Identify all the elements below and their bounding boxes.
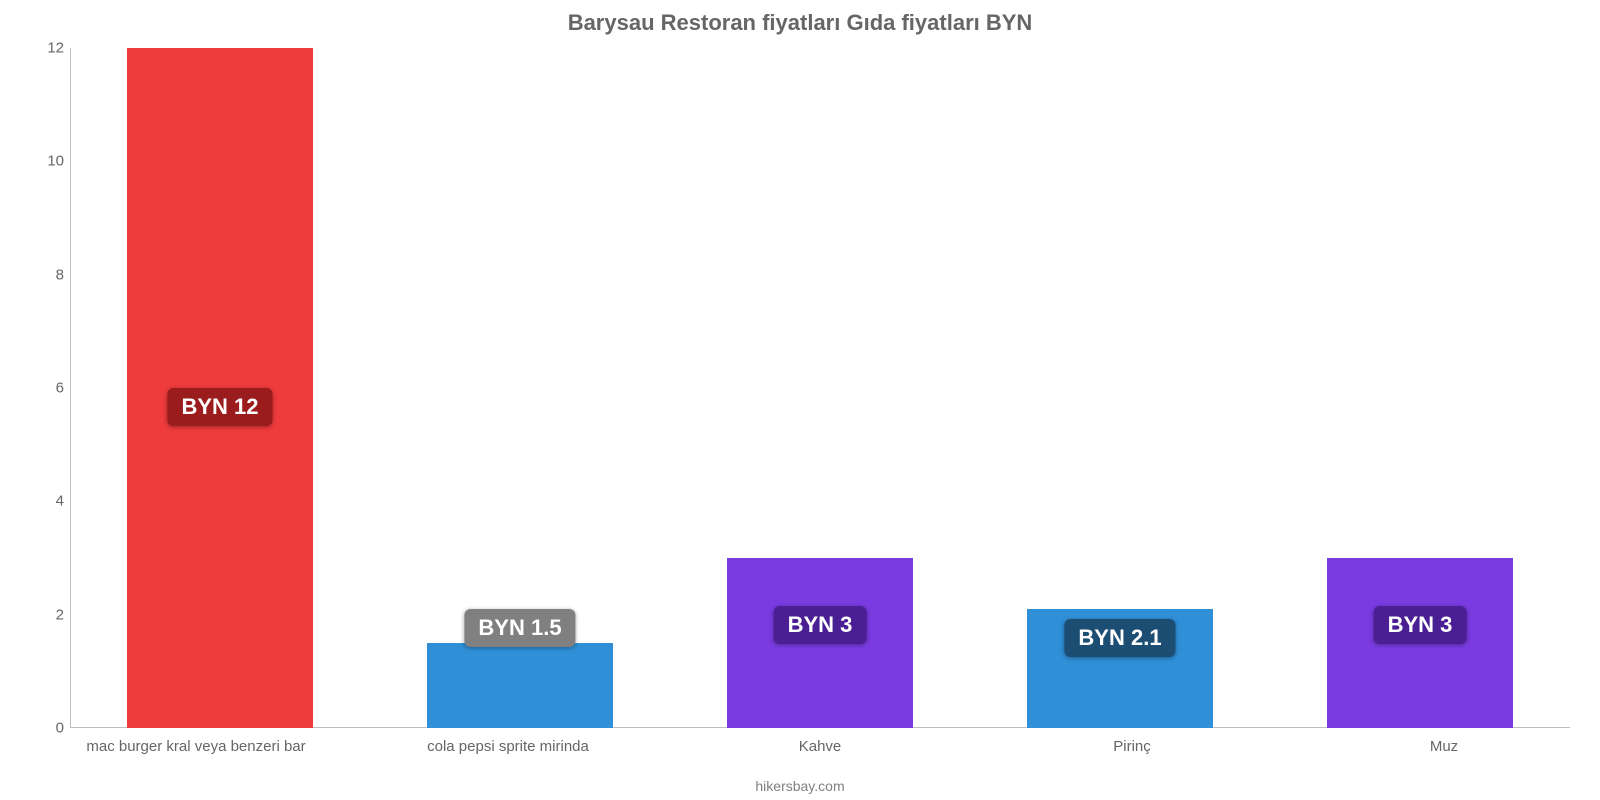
bar-slot: BYN 3 bbox=[670, 48, 970, 728]
chart-title: Barysau Restoran fiyatları Gıda fiyatlar… bbox=[30, 10, 1570, 36]
credit-text: hikersbay.com bbox=[755, 778, 844, 794]
x-axis-label: Pirinç bbox=[976, 732, 1288, 755]
bar-slot: BYN 12 bbox=[70, 48, 370, 728]
y-axis: 024681012 bbox=[30, 48, 70, 728]
x-axis-label: Kahve bbox=[664, 732, 976, 755]
x-axis: mac burger kral veya benzeri barcola pep… bbox=[40, 732, 1600, 755]
bar: BYN 2.1 bbox=[1027, 609, 1213, 728]
bar-slot: BYN 2.1 bbox=[970, 48, 1270, 728]
plot-area: 024681012 BYN 12BYN 1.5BYN 3BYN 2.1BYN 3 bbox=[30, 48, 1570, 728]
bar-value-badge: BYN 1.5 bbox=[464, 609, 575, 647]
bar-slot: BYN 1.5 bbox=[370, 48, 670, 728]
bar-value-badge: BYN 12 bbox=[167, 388, 272, 426]
y-tick: 4 bbox=[56, 493, 64, 510]
bar: BYN 3 bbox=[1327, 558, 1513, 728]
chart-container: Barysau Restoran fiyatları Gıda fiyatlar… bbox=[0, 0, 1600, 800]
bar-value-badge: BYN 3 bbox=[1374, 606, 1467, 644]
bar-value-badge: BYN 3 bbox=[774, 606, 867, 644]
bar: BYN 1.5 bbox=[427, 643, 613, 728]
x-axis-label: cola pepsi sprite mirinda bbox=[352, 732, 664, 755]
y-tick: 12 bbox=[47, 40, 64, 57]
x-axis-label: mac burger kral veya benzeri bar bbox=[40, 732, 352, 755]
y-tick: 8 bbox=[56, 266, 64, 283]
bar-slot: BYN 3 bbox=[1270, 48, 1570, 728]
bar: BYN 12 bbox=[127, 48, 313, 728]
y-tick: 2 bbox=[56, 606, 64, 623]
y-tick: 6 bbox=[56, 380, 64, 397]
x-axis-label: Muz bbox=[1288, 732, 1600, 755]
y-tick: 10 bbox=[47, 153, 64, 170]
bar: BYN 3 bbox=[727, 558, 913, 728]
bar-value-badge: BYN 2.1 bbox=[1064, 619, 1175, 657]
bars-row: BYN 12 BYN 1.5 BYN 3 BYN 2.1 BYN 3 bbox=[70, 48, 1570, 728]
